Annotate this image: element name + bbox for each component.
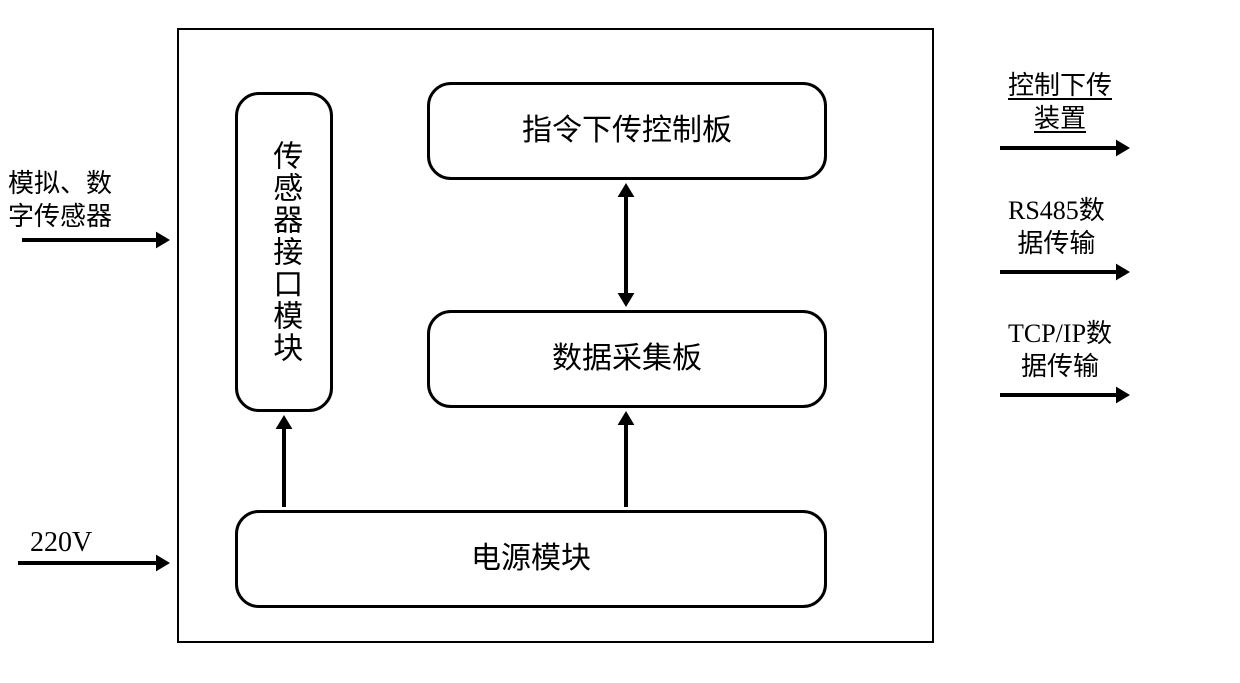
block-diagram: 传感器接口模块 指令下传控制板 数据采集板 电源模块 模拟、数 字传感器 220…: [0, 0, 1240, 683]
arrows-layer: [0, 0, 1240, 683]
